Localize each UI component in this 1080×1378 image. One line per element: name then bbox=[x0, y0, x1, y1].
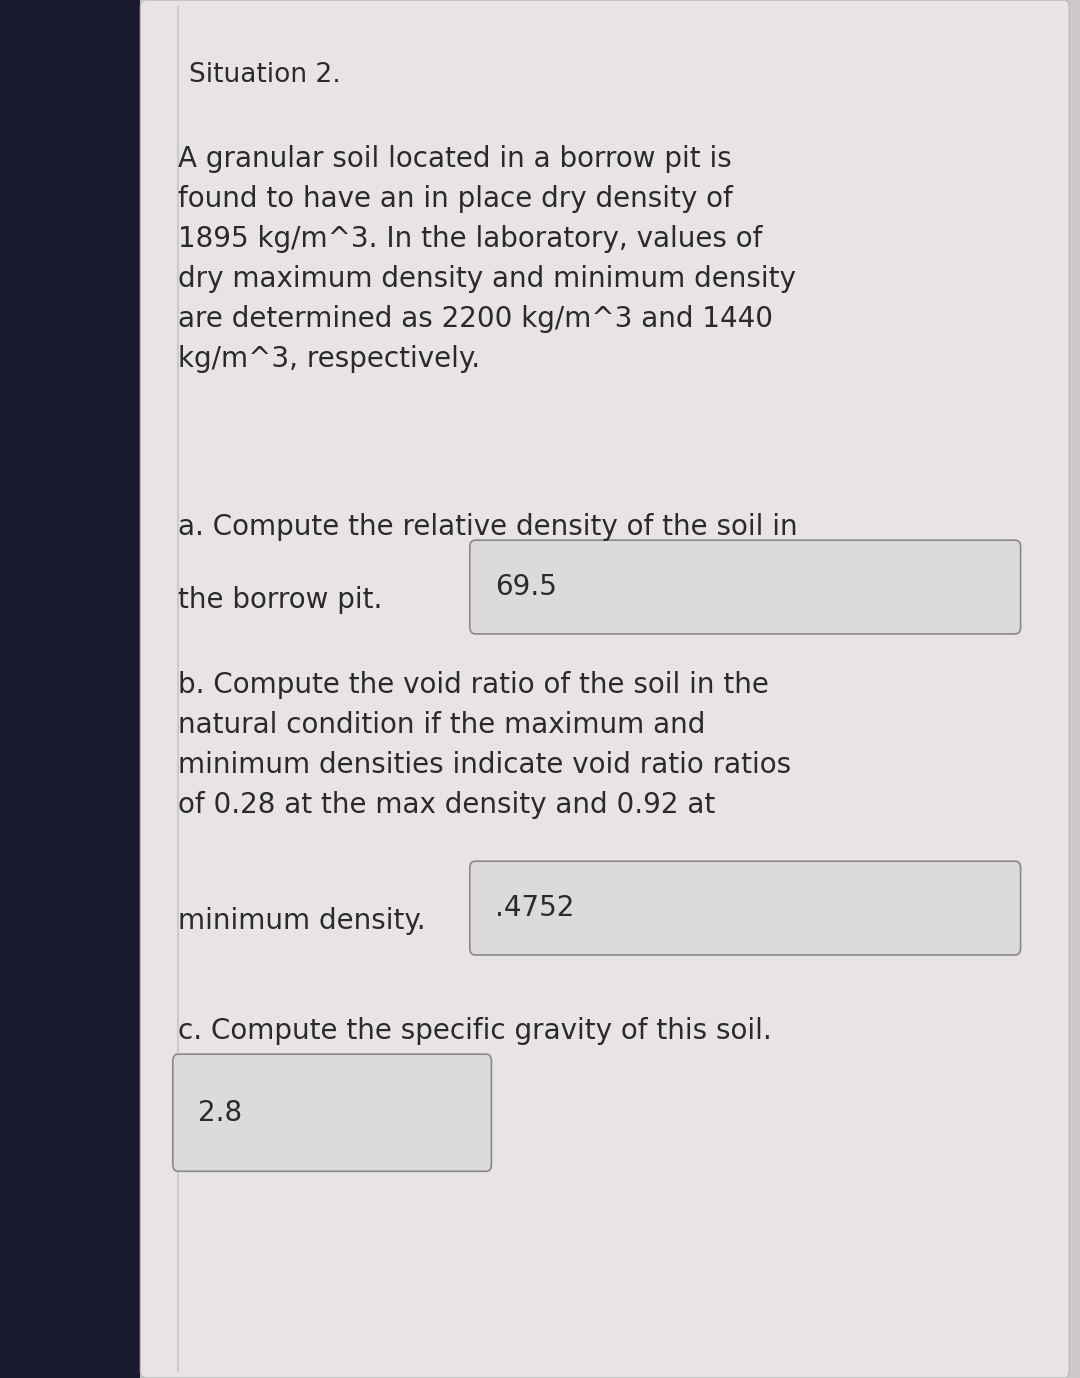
Text: minimum density.: minimum density. bbox=[178, 907, 426, 934]
Text: a. Compute the relative density of the soil in: a. Compute the relative density of the s… bbox=[178, 513, 798, 540]
FancyBboxPatch shape bbox=[173, 1054, 491, 1171]
Text: 2.8: 2.8 bbox=[198, 1098, 242, 1127]
Text: A granular soil located in a borrow pit is
found to have an in place dry density: A granular soil located in a borrow pit … bbox=[178, 145, 796, 373]
Text: 69.5: 69.5 bbox=[495, 573, 556, 601]
Bar bbox=[0, 0, 140, 1378]
FancyBboxPatch shape bbox=[470, 540, 1021, 634]
Text: Situation 2.: Situation 2. bbox=[189, 62, 341, 88]
Text: c. Compute the specific gravity of this soil.: c. Compute the specific gravity of this … bbox=[178, 1017, 772, 1045]
Text: the borrow pit.: the borrow pit. bbox=[178, 586, 382, 613]
FancyBboxPatch shape bbox=[140, 0, 1069, 1378]
FancyBboxPatch shape bbox=[470, 861, 1021, 955]
Text: b. Compute the void ratio of the soil in the
natural condition if the maximum an: b. Compute the void ratio of the soil in… bbox=[178, 671, 792, 820]
Text: .4752: .4752 bbox=[495, 894, 573, 922]
